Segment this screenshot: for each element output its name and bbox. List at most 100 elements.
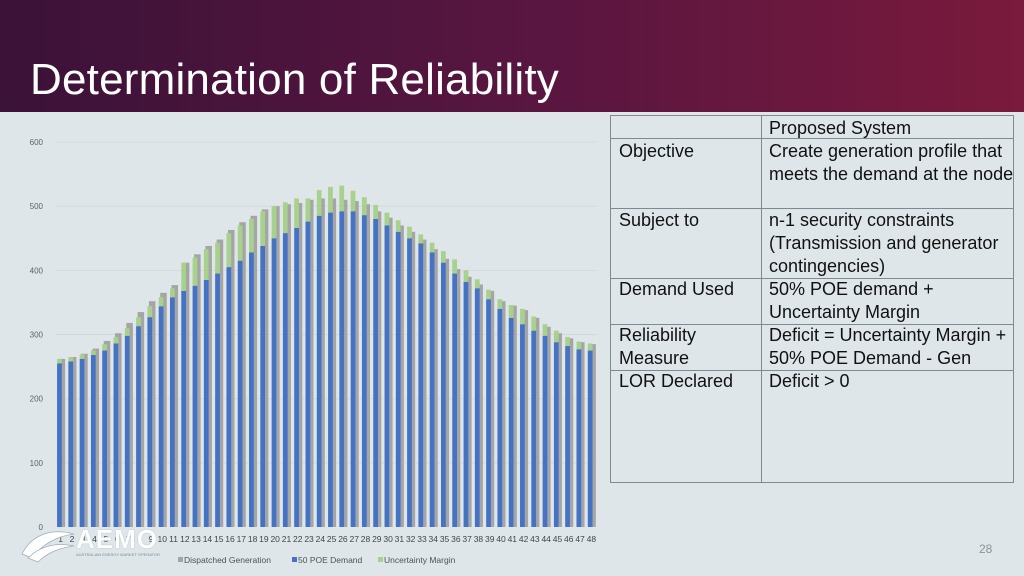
poe-demand-bar [79, 358, 85, 527]
poe-demand-bar [169, 297, 175, 527]
dispatched-generation-bar [442, 258, 450, 527]
uncertainty-margin-bar [429, 242, 435, 253]
x-tick-label: 36 [451, 534, 461, 544]
dispatched-generation-bar [577, 342, 585, 527]
dispatched-generation-bar [566, 338, 574, 527]
poe-demand-bar [508, 317, 514, 527]
x-tick-label: 5 [103, 534, 108, 544]
poe-demand-bar [497, 308, 503, 527]
dispatched-generation-bar [148, 301, 156, 527]
poe-demand-bar [203, 279, 209, 527]
x-tick-label: 26 [338, 534, 348, 544]
dispatched-generation-bar [160, 292, 167, 527]
dispatched-generation-bar [453, 269, 461, 527]
uncertainty-margin-bar [192, 257, 198, 286]
poe-demand-bar [384, 225, 390, 527]
x-tick-label: 35 [440, 534, 450, 544]
poe-demand-bar [328, 212, 333, 528]
uncertainty-margin-bar [79, 354, 85, 359]
uncertainty-margin-bar [136, 317, 141, 327]
x-tick-label: 9 [149, 534, 154, 544]
x-tick-label: 1 [58, 534, 63, 544]
poe-demand-bar [102, 350, 107, 527]
uncertainty-margin-bar [497, 299, 503, 309]
x-tick-label: 37 [462, 534, 472, 544]
poe-demand-bar [249, 252, 254, 527]
uncertainty-margin-bar [305, 198, 311, 222]
dispatched-generation-bar [81, 353, 88, 527]
poe-demand-bar [316, 215, 322, 527]
poe-demand-bar [192, 285, 198, 527]
page-number: 28 [979, 542, 993, 556]
uncertainty-margin-bar [407, 226, 412, 239]
dispatched-generation-bar [465, 276, 472, 527]
dispatched-generation-bar [431, 249, 438, 528]
row-value-objective: Create generation profile that meets the… [769, 141, 1014, 184]
uncertainty-margin-bar [542, 324, 548, 336]
x-tick-label: 12 [180, 534, 190, 544]
uncertainty-margin-bar [565, 337, 570, 347]
table-row-divider [611, 370, 1013, 371]
y-tick-label: 500 [30, 202, 44, 211]
poe-demand-bar [350, 211, 356, 528]
legend-label: Uncertainty Margin [384, 555, 456, 565]
uncertainty-margin-bar [237, 225, 243, 261]
aemo-logo-text: AEMO [76, 524, 158, 554]
dispatched-generation-bar [408, 231, 416, 528]
poe-demand-bar [361, 215, 367, 527]
dispatched-generation-bar [306, 199, 314, 527]
dispatched-generation-bar [419, 239, 427, 528]
dispatched-generation-bar [544, 326, 551, 527]
uncertainty-margin-bar [452, 259, 458, 274]
legend-swatch [178, 557, 183, 562]
x-tick-label: 27 [349, 534, 359, 544]
uncertainty-margin-bar [328, 186, 333, 213]
x-tick-label: 32 [406, 534, 416, 544]
poe-demand-bar [553, 342, 559, 527]
uncertainty-margin-bar [520, 308, 525, 325]
uncertainty-margin-bar [553, 330, 559, 343]
x-tick-label: 22 [293, 534, 303, 544]
uncertainty-margin-bar [113, 337, 119, 344]
poe-demand-bar [407, 238, 412, 527]
x-tick-label: 40 [496, 534, 506, 544]
poe-demand-bar [305, 221, 311, 528]
poe-demand-bar [418, 243, 424, 527]
dispatched-generation-bar [250, 215, 258, 527]
row-label-subject-to: Subject to [619, 210, 700, 230]
uncertainty-margin-bar [90, 350, 96, 356]
poe-demand-bar [113, 343, 119, 527]
x-tick-label: 46 [564, 534, 574, 544]
uncertainty-margin-bar [384, 212, 390, 226]
dispatched-generation-bar [329, 198, 337, 527]
dispatched-generation-bar [171, 285, 179, 527]
poe-demand-bar [531, 330, 537, 527]
x-tick-label: 2 [70, 534, 75, 544]
x-tick-label: 25 [327, 534, 337, 544]
x-tick-label: 6 [115, 534, 120, 544]
dispatched-generation-bar [126, 322, 133, 527]
x-tick-label: 19 [259, 534, 269, 544]
dispatched-generation-bar [476, 284, 483, 527]
x-tick-label: 31 [395, 534, 405, 544]
uncertainty-margin-bar [418, 234, 424, 244]
row-value-lor-declared: Deficit > 0 [769, 371, 850, 391]
dispatched-generation-bar [92, 348, 99, 527]
x-tick-label: 10 [158, 534, 168, 544]
x-tick-label: 38 [474, 534, 484, 544]
uncertainty-margin-bar [373, 204, 378, 219]
uncertainty-margin-bar [395, 220, 401, 232]
uncertainty-margin-bar [260, 211, 266, 246]
x-tick-label: 21 [282, 534, 292, 544]
poe-demand-bar [136, 326, 141, 527]
x-tick-label: 4 [92, 534, 97, 544]
dispatched-generation-bar [521, 310, 529, 527]
x-tick-label: 16 [225, 534, 235, 544]
row-label-demand-used: Demand Used [619, 279, 735, 299]
uncertainty-margin-bar [463, 270, 469, 282]
table-row-divider [611, 138, 1013, 139]
poe-demand-bar [90, 355, 96, 527]
uncertainty-margin-bar [203, 249, 209, 280]
poe-demand-bar [68, 361, 74, 527]
dispatched-generation-bar [194, 254, 201, 527]
